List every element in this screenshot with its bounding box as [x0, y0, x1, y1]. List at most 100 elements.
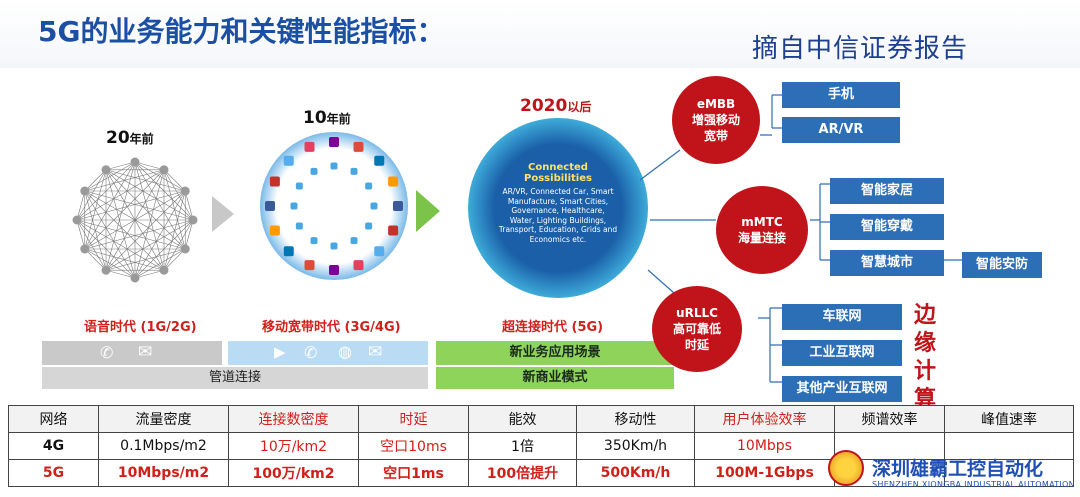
- table-cell: 10Mbps: [694, 432, 835, 460]
- app-icon: [370, 202, 378, 210]
- app-box-phone: 手机: [782, 82, 900, 108]
- app-icon: [310, 237, 318, 245]
- globe-icon: ◍: [338, 342, 352, 361]
- phone-node-icon: [101, 165, 111, 175]
- app-icon: [350, 237, 358, 245]
- phone-node-icon: [159, 265, 169, 275]
- app-icon: [353, 141, 364, 152]
- broadband-icon-bar: ▶ ✆ ◍ ✉: [228, 341, 428, 365]
- urllc-circle: uRLLC 高可靠低 时延: [652, 286, 742, 372]
- table-cell: 0.1Mbps/m2: [98, 432, 229, 460]
- app-icons-ring: [265, 137, 403, 275]
- edge-computing-label: 边缘计算: [914, 303, 937, 412]
- header-cell: 流量密度: [98, 405, 229, 433]
- table-cell: [944, 459, 1074, 487]
- phone-node-icon: [130, 273, 140, 283]
- phone-icon: ✆: [304, 343, 318, 362]
- voice-network-graph: [72, 157, 198, 283]
- app-icon: [330, 162, 338, 170]
- arrow-2-icon: [416, 190, 440, 232]
- app-icon: [330, 242, 338, 250]
- header-cell: 用户体验效率: [694, 405, 835, 433]
- table-cell: 1倍: [468, 432, 577, 460]
- hyper-connect-circle: [468, 118, 648, 298]
- table-header-row: 网络 流量密度 连接数密度 时延 能效 移动性 用户体验效率 频谱效率 峰值速率: [8, 405, 1074, 433]
- new-app-bar: 新业务应用场景: [436, 341, 674, 365]
- kpi-table: 网络 流量密度 连接数密度 时延 能效 移动性 用户体验效率 频谱效率 峰值速率…: [8, 405, 1074, 487]
- phone-node-icon: [188, 215, 198, 225]
- play-icon: ▶: [274, 343, 286, 361]
- phone-node-icon: [130, 157, 140, 167]
- embb-circle: eMBB 增强移动 宽带: [672, 76, 760, 164]
- table-cell: 4G: [8, 432, 99, 460]
- pipe-connect-bar: 管道连接: [42, 367, 428, 389]
- phone-node-icon: [72, 215, 82, 225]
- app-icon: [283, 246, 294, 257]
- phone-node-icon: [80, 244, 90, 254]
- app-icon: [295, 182, 303, 190]
- table-cell: 空口10ms: [358, 432, 469, 460]
- app-icon: [265, 201, 275, 211]
- table-cell: 空口1ms: [358, 459, 469, 487]
- mail-icon: ✉: [368, 342, 383, 362]
- phone-node-icon: [159, 165, 169, 175]
- mmtc-circle: mMTC 海量连接: [716, 186, 808, 274]
- table-row-5g: 5G 10Mbps/m2 100万/km2 空口1ms 100倍提升 500Km…: [8, 459, 1074, 487]
- phone-node-icon: [180, 186, 190, 196]
- header-cell: 时延: [358, 405, 469, 433]
- arrow-1-icon: [212, 196, 234, 232]
- table-cell: 5G: [8, 459, 99, 487]
- era-1-label: 语音时代 (1G/2G): [84, 320, 197, 335]
- table-cell: 10万/km2: [228, 432, 359, 460]
- app-icon: [329, 265, 339, 275]
- phone-node-icon: [80, 186, 90, 196]
- era-2-label: 移动宽带时代 (3G/4G): [262, 320, 401, 335]
- mail-icon: ✉: [138, 342, 153, 362]
- table-cell: 10Mbps/m2: [98, 459, 229, 487]
- header-band: [0, 0, 1080, 68]
- logo-name: 深圳雄霸工控自动化: [872, 458, 1044, 480]
- app-icon: [295, 222, 303, 230]
- header-cell: 能效: [468, 405, 577, 433]
- app-icon: [365, 222, 373, 230]
- logo-icon: [828, 450, 864, 486]
- era-2-year: 10年前: [303, 108, 351, 128]
- voice-icon-bar: ✆ ✉: [42, 341, 222, 365]
- header-cell: 连接数密度: [228, 405, 359, 433]
- app-icon: [365, 182, 373, 190]
- app-box-arvr: AR/VR: [782, 117, 900, 143]
- phone-node-icon: [180, 244, 190, 254]
- phone-node-icon: [101, 265, 111, 275]
- app-box-iov: 车联网: [782, 304, 902, 330]
- page-title: 5G的业务能力和关键性能指标：: [38, 15, 445, 48]
- app-icon: [290, 202, 298, 210]
- app-icon: [374, 246, 385, 257]
- app-icon: [388, 176, 399, 187]
- phone-icon: ✆: [100, 343, 114, 362]
- table-cell: 500Km/h: [576, 459, 695, 487]
- era-1-year: 20年前: [106, 128, 154, 148]
- app-icon: [393, 201, 403, 211]
- table-cell: 100M-1Gbps: [694, 459, 835, 487]
- era-3-label: 超连接时代 (5G): [502, 320, 604, 335]
- app-icon: [269, 176, 280, 187]
- app-icon: [304, 141, 315, 152]
- app-icon: [374, 155, 385, 166]
- scenario-connectors: [639, 94, 962, 383]
- app-icon: [329, 137, 339, 147]
- app-box-wearable: 智能穿戴: [830, 214, 944, 240]
- table-cell: 350Km/h: [576, 432, 695, 460]
- app-box-smart-home: 智能家居: [830, 178, 944, 204]
- app-icon: [350, 167, 358, 175]
- app-icon: [310, 167, 318, 175]
- new-biz-bar: 新商业模式: [436, 367, 674, 389]
- company-watermark: 深圳雄霸工控自动化 SHENZHEN XIONGBA INDUSTRIAL AU…: [822, 440, 1080, 497]
- app-box-security: 智能安防: [962, 252, 1042, 278]
- app-icon: [388, 225, 399, 236]
- header-cell: 频谱效率: [834, 405, 945, 433]
- app-icon: [353, 260, 364, 271]
- header-cell: 移动性: [576, 405, 695, 433]
- app-icon: [283, 155, 294, 166]
- app-box-smart-city: 智慧城市: [830, 250, 944, 276]
- app-box-iiot: 工业互联网: [782, 340, 902, 366]
